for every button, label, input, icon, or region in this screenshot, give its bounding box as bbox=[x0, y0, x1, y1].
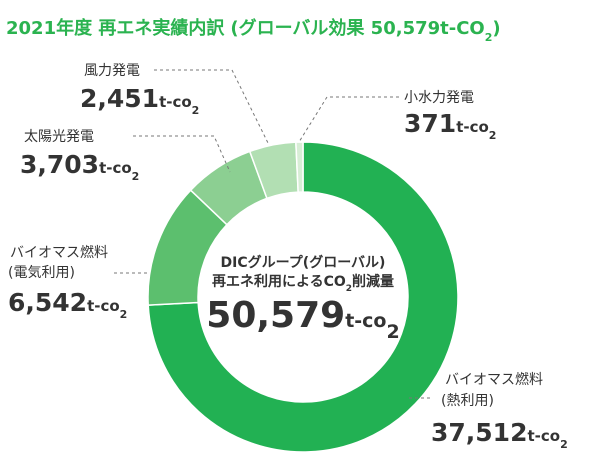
svg-text:37,512t-co2: 37,512t-co2 bbox=[431, 418, 568, 451]
svg-text:小水力発電: 小水力発電 bbox=[404, 90, 474, 106]
slice-4 bbox=[295, 141, 304, 193]
center-label: DICグループ(グローバル) 再エネ利用によるCO2削減量 50,579t-co… bbox=[206, 254, 399, 343]
donut-slices bbox=[147, 141, 459, 453]
svg-text:風力発電: 風力発電 bbox=[84, 63, 140, 79]
center-total: 50,579t-co2 bbox=[206, 295, 399, 343]
center-line1: DICグループ(グローバル) bbox=[221, 254, 386, 271]
label-wind: 風力発電 2,451t-co2 bbox=[80, 63, 199, 117]
svg-text:太陽光発電: 太陽光発電 bbox=[24, 129, 94, 145]
leader-lines bbox=[114, 69, 430, 399]
svg-text:2,451t-co2: 2,451t-co2 bbox=[80, 84, 199, 117]
label-biomass-heat: バイオマス燃料 (熱利用) 37,512t-co2 bbox=[431, 371, 568, 451]
center-line2: 再エネ利用によるCO2削減量 bbox=[212, 273, 394, 294]
svg-text:3,703t-co2: 3,703t-co2 bbox=[20, 150, 139, 183]
svg-text:(電気利用): (電気利用) bbox=[8, 265, 75, 281]
label-hydro: 小水力発電 371t-co2 bbox=[404, 90, 496, 142]
svg-text:(熱利用): (熱利用) bbox=[441, 393, 494, 409]
leader-hydro bbox=[298, 96, 399, 143]
label-biomass-electric: バイオマス燃料 (電気利用) 6,542t-co2 bbox=[8, 244, 127, 321]
chart-title: 2021年度 再エネ実績内訳 (グローバル効果 50,579t-CO2) bbox=[6, 17, 501, 44]
svg-text:6,542t-co2: 6,542t-co2 bbox=[8, 288, 127, 321]
slice-labels: 風力発電 2,451t-co2 太陽光発電 3,703t-co2 バイオマス燃料… bbox=[8, 63, 568, 451]
leader-wind bbox=[154, 69, 269, 144]
svg-text:バイオマス燃料: バイオマス燃料 bbox=[10, 244, 108, 261]
svg-text:371t-co2: 371t-co2 bbox=[404, 109, 496, 142]
label-solar: 太陽光発電 3,703t-co2 bbox=[20, 129, 139, 183]
slice-0 bbox=[147, 141, 459, 453]
svg-text:バイオマス燃料: バイオマス燃料 bbox=[445, 371, 543, 388]
leader-solar bbox=[133, 135, 231, 173]
